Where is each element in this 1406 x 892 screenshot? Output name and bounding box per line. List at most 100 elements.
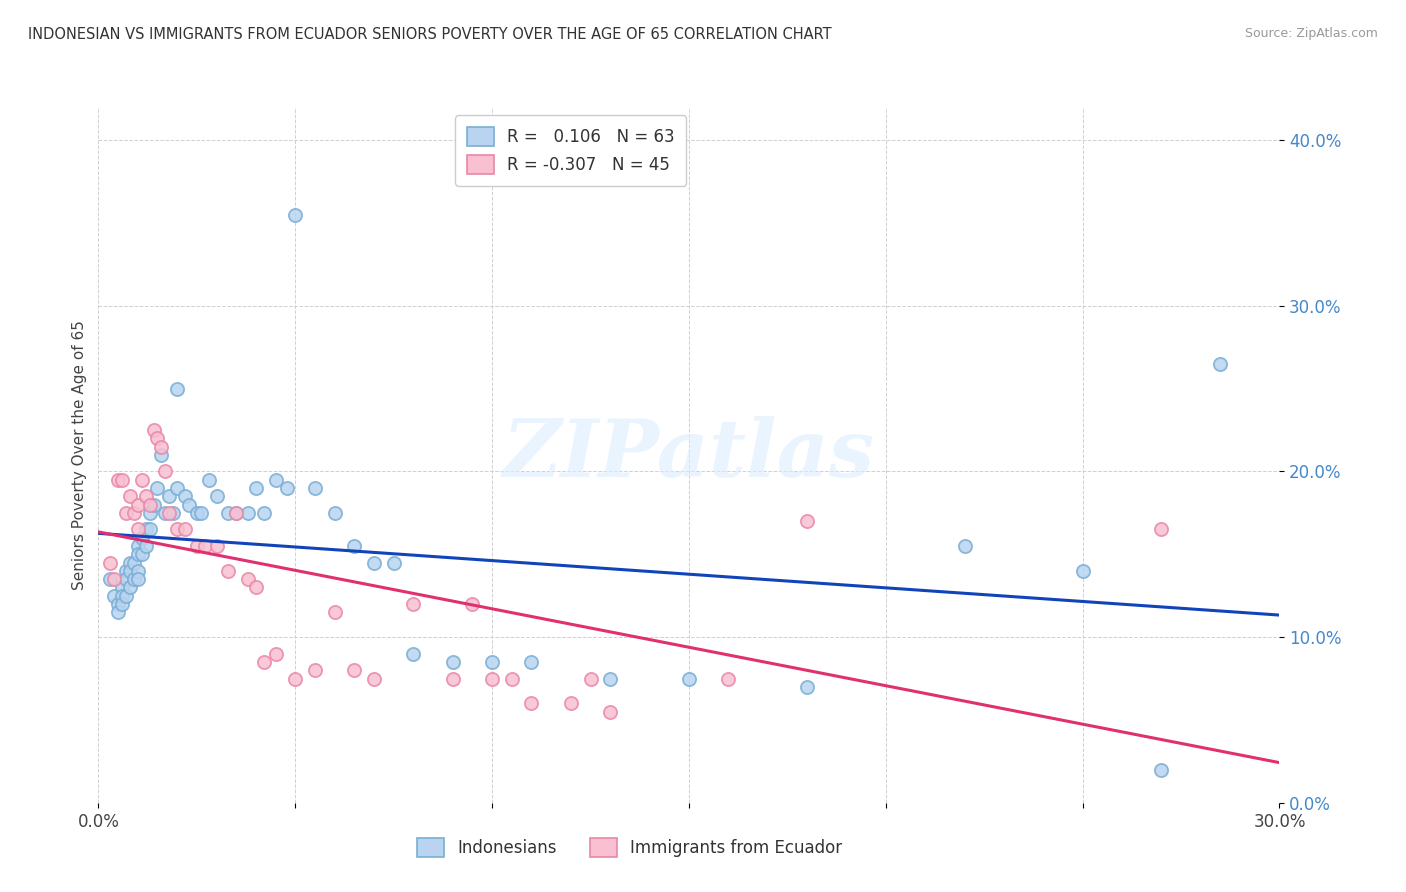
Point — [323, 506, 346, 520]
Point — [174, 523, 197, 537]
Point — [717, 672, 740, 686]
Point — [304, 663, 326, 677]
Point — [135, 539, 157, 553]
Point — [111, 473, 134, 487]
Point — [177, 498, 200, 512]
Point — [441, 655, 464, 669]
Point — [363, 672, 385, 686]
Point — [138, 506, 160, 520]
Point — [1150, 523, 1173, 537]
Point — [501, 672, 523, 686]
Point — [217, 564, 239, 578]
Point — [115, 564, 138, 578]
Point — [1209, 357, 1232, 371]
Text: ZIPatlas: ZIPatlas — [503, 417, 875, 493]
Point — [197, 473, 219, 487]
Text: INDONESIAN VS IMMIGRANTS FROM ECUADOR SENIORS POVERTY OVER THE AGE OF 65 CORRELA: INDONESIAN VS IMMIGRANTS FROM ECUADOR SE… — [28, 27, 832, 42]
Point — [560, 697, 582, 711]
Point — [186, 506, 208, 520]
Point — [131, 473, 153, 487]
Point — [190, 506, 212, 520]
Point — [264, 647, 287, 661]
Point — [323, 605, 346, 619]
Point — [253, 506, 276, 520]
Point — [186, 539, 208, 553]
Point — [98, 572, 121, 586]
Point — [122, 556, 145, 570]
Point — [579, 672, 602, 686]
Point — [236, 506, 259, 520]
Point — [245, 581, 267, 595]
Point — [107, 473, 129, 487]
Point — [127, 564, 149, 578]
Point — [953, 539, 976, 553]
Point — [103, 572, 125, 586]
Point — [363, 556, 385, 570]
Point — [461, 597, 484, 611]
Point — [236, 572, 259, 586]
Point — [225, 506, 247, 520]
Point — [304, 481, 326, 495]
Point — [122, 506, 145, 520]
Point — [131, 547, 153, 561]
Point — [146, 431, 169, 445]
Point — [264, 473, 287, 487]
Point — [118, 489, 141, 503]
Point — [343, 663, 366, 677]
Point — [127, 547, 149, 561]
Point — [1071, 564, 1094, 578]
Point — [115, 589, 138, 603]
Text: Source: ZipAtlas.com: Source: ZipAtlas.com — [1244, 27, 1378, 40]
Point — [402, 647, 425, 661]
Point — [142, 423, 165, 437]
Point — [138, 498, 160, 512]
Point — [796, 514, 818, 528]
Point — [103, 589, 125, 603]
Point — [225, 506, 247, 520]
Point — [166, 481, 188, 495]
Point — [481, 672, 503, 686]
Point — [111, 589, 134, 603]
Legend: Indonesians, Immigrants from Ecuador: Indonesians, Immigrants from Ecuador — [411, 831, 849, 864]
Point — [127, 523, 149, 537]
Point — [245, 481, 267, 495]
Point — [135, 489, 157, 503]
Point — [481, 655, 503, 669]
Point — [155, 506, 177, 520]
Point — [118, 556, 141, 570]
Point — [115, 506, 138, 520]
Point — [155, 465, 177, 479]
Point — [107, 605, 129, 619]
Point — [111, 581, 134, 595]
Point — [166, 523, 188, 537]
Point — [796, 680, 818, 694]
Point — [284, 672, 307, 686]
Point — [150, 448, 173, 462]
Point — [150, 440, 173, 454]
Point — [166, 382, 188, 396]
Point — [382, 556, 405, 570]
Point — [343, 539, 366, 553]
Y-axis label: Seniors Poverty Over the Age of 65: Seniors Poverty Over the Age of 65 — [72, 320, 87, 590]
Point — [127, 498, 149, 512]
Point — [131, 531, 153, 545]
Point — [111, 597, 134, 611]
Point — [253, 655, 276, 669]
Point — [205, 539, 228, 553]
Point — [520, 655, 543, 669]
Point — [127, 572, 149, 586]
Point — [678, 672, 700, 686]
Point — [98, 556, 121, 570]
Point — [1150, 763, 1173, 777]
Point — [115, 572, 138, 586]
Point — [402, 597, 425, 611]
Point — [194, 539, 217, 553]
Point — [276, 481, 298, 495]
Point — [138, 523, 160, 537]
Point — [135, 523, 157, 537]
Point — [157, 506, 180, 520]
Point — [217, 506, 239, 520]
Point — [520, 697, 543, 711]
Point — [174, 489, 197, 503]
Point — [157, 489, 180, 503]
